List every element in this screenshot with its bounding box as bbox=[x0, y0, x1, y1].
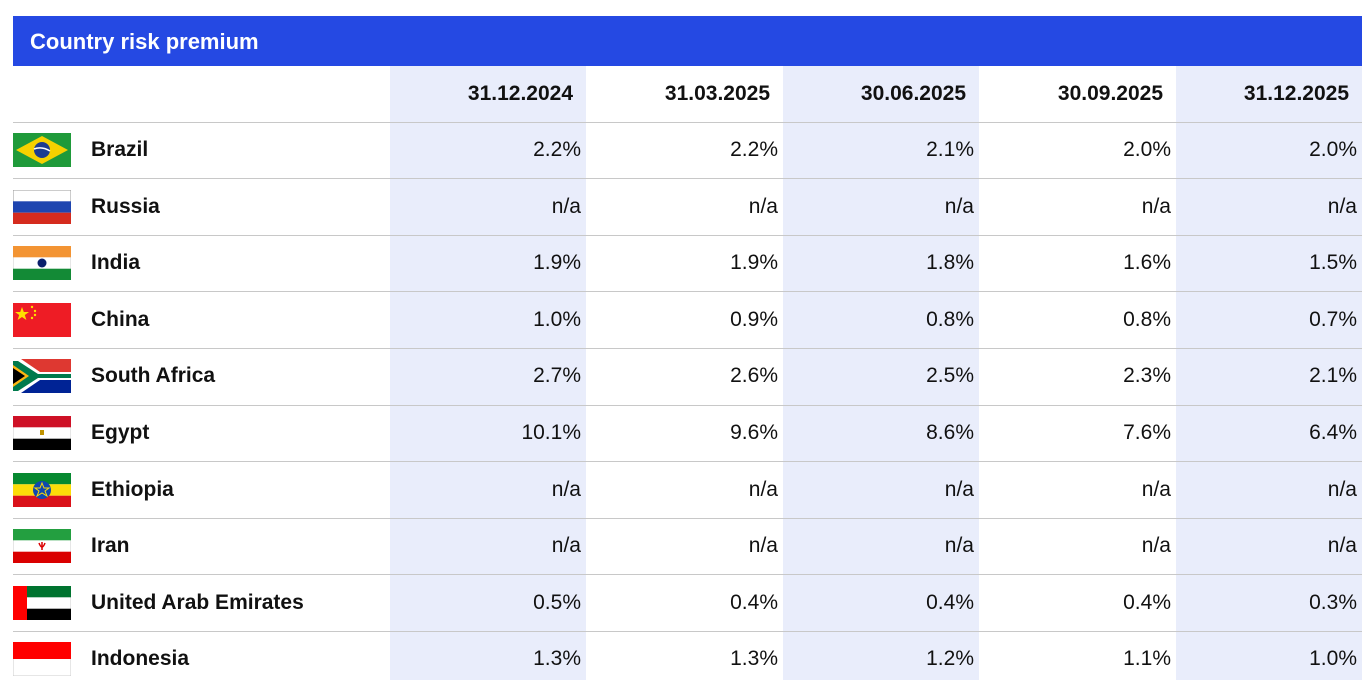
country-name: Russia bbox=[91, 194, 160, 218]
flag-icon bbox=[13, 359, 71, 394]
table-cell: n/a bbox=[1141, 194, 1171, 218]
flag-icon bbox=[12, 585, 72, 621]
table-cell: 2.2% bbox=[730, 138, 778, 161]
row-divider bbox=[13, 574, 1362, 576]
table-cell: 9.6% bbox=[730, 421, 778, 444]
row-divider bbox=[13, 404, 1362, 406]
table-cell: 1.2% bbox=[926, 647, 974, 671]
country-name: Indonesia bbox=[91, 647, 190, 671]
table-cell: 1.8% bbox=[926, 251, 974, 275]
column-header: 31.03.2025 bbox=[664, 82, 770, 105]
table-cell: n/a bbox=[944, 534, 974, 558]
table-cell: 2.1% bbox=[926, 138, 974, 161]
table-cell: 2.0% bbox=[1123, 138, 1171, 161]
table-cell: 0.4% bbox=[926, 590, 974, 614]
table-cell: n/a bbox=[1327, 194, 1357, 218]
row-divider bbox=[13, 178, 1362, 180]
table-cell: 10.1% bbox=[521, 421, 581, 444]
table-cell: n/a bbox=[1141, 477, 1171, 501]
row-divider bbox=[13, 291, 1362, 293]
flag-icon bbox=[12, 415, 72, 451]
table-title: Country risk premium bbox=[30, 29, 259, 54]
title-bar bbox=[13, 16, 1362, 66]
table-cell: 6.4% bbox=[1309, 421, 1357, 444]
table-cell: 0.4% bbox=[1123, 590, 1171, 614]
table-cell: 2.7% bbox=[533, 364, 581, 388]
table-cell: 8.6% bbox=[926, 421, 974, 444]
row-divider bbox=[13, 461, 1362, 463]
country-name: Ethiopia bbox=[91, 477, 174, 501]
column-header: 31.12.2024 bbox=[467, 82, 573, 105]
table-cell: 1.1% bbox=[1123, 647, 1171, 671]
table-cell: 0.7% bbox=[1309, 307, 1357, 331]
table-cell: 1.9% bbox=[730, 251, 778, 275]
table-cell: 1.3% bbox=[730, 647, 778, 671]
table-cell: 0.3% bbox=[1309, 590, 1357, 614]
table-cell: 0.8% bbox=[1123, 307, 1171, 331]
table-cell: 1.0% bbox=[1309, 647, 1357, 671]
table-cell: n/a bbox=[551, 534, 581, 558]
table-cell: n/a bbox=[748, 534, 778, 558]
table-cell: n/a bbox=[944, 194, 974, 218]
row-divider bbox=[13, 517, 1362, 519]
table-cell: n/a bbox=[1327, 477, 1357, 501]
row-divider bbox=[13, 234, 1362, 236]
flag-icon bbox=[12, 528, 72, 564]
table-cell: n/a bbox=[551, 477, 581, 501]
table-cell: 1.9% bbox=[533, 251, 581, 275]
table-cell: n/a bbox=[748, 477, 778, 501]
country-name: South Africa bbox=[91, 364, 216, 388]
table-cell: 0.8% bbox=[926, 307, 974, 331]
country-name: United Arab Emirates bbox=[91, 590, 304, 614]
country-name: Egypt bbox=[91, 421, 150, 444]
table-cell: n/a bbox=[944, 477, 974, 501]
row-divider bbox=[13, 121, 1362, 123]
table-cell: n/a bbox=[748, 194, 778, 218]
column-shade bbox=[1176, 66, 1362, 680]
flag-icon bbox=[12, 245, 72, 281]
column-header: 31.12.2025 bbox=[1243, 82, 1349, 105]
table-cell: 1.0% bbox=[533, 307, 581, 331]
flag-icon bbox=[12, 189, 72, 225]
flag-icon bbox=[12, 641, 72, 677]
table-cell: 2.3% bbox=[1123, 364, 1171, 388]
table-cell: n/a bbox=[1327, 534, 1357, 558]
table-cell: 1.3% bbox=[533, 647, 581, 671]
table-cell: 2.1% bbox=[1309, 364, 1357, 388]
country-name: Iran bbox=[91, 534, 130, 558]
row-divider bbox=[13, 630, 1362, 632]
flag-icon bbox=[13, 133, 71, 167]
table-cell: 2.5% bbox=[926, 364, 974, 388]
flag-icon bbox=[13, 302, 71, 337]
column-shade bbox=[390, 66, 586, 680]
country-name: India bbox=[91, 251, 141, 275]
table-cell: 1.6% bbox=[1123, 251, 1171, 275]
table-cell: 2.6% bbox=[730, 364, 778, 388]
country-name: China bbox=[91, 307, 150, 331]
flag-icon bbox=[13, 472, 71, 507]
table-cell: 1.5% bbox=[1309, 251, 1357, 275]
column-header: 30.09.2025 bbox=[1057, 82, 1163, 105]
table-cell: n/a bbox=[551, 194, 581, 218]
table-cell: 0.4% bbox=[730, 590, 778, 614]
table-cell: 0.5% bbox=[533, 590, 581, 614]
table-cell: 0.9% bbox=[730, 307, 778, 331]
row-divider bbox=[13, 347, 1362, 349]
column-header: 30.06.2025 bbox=[860, 82, 966, 105]
table-cell: n/a bbox=[1141, 534, 1171, 558]
column-shade bbox=[783, 66, 979, 680]
country-name: Brazil bbox=[91, 138, 149, 161]
table-cell: 2.0% bbox=[1309, 138, 1357, 161]
table-cell: 7.6% bbox=[1123, 421, 1171, 444]
table-cell: 2.2% bbox=[533, 138, 581, 161]
